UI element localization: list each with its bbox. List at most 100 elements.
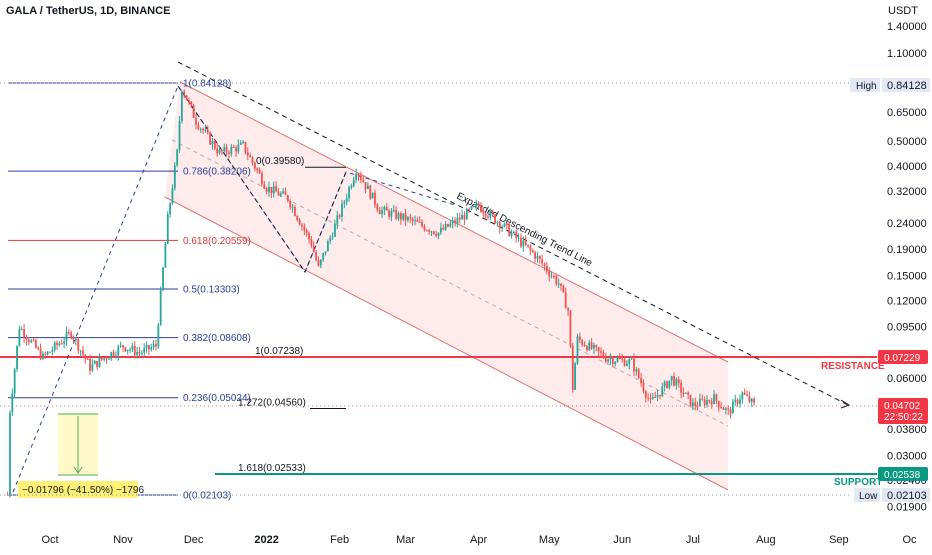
candle-body	[122, 345, 124, 348]
candle-body	[430, 231, 433, 233]
candle-body	[529, 246, 532, 251]
candle-body	[176, 149, 179, 166]
candle-body	[753, 398, 755, 403]
candle-body	[246, 152, 249, 156]
candle-body	[96, 360, 98, 367]
candle-body	[654, 397, 657, 399]
candle-body	[383, 207, 386, 211]
time-axis[interactable]: Oct Nov Dec 2022 Feb Mar Apr May Jun Jul Aug Sep Oc	[41, 534, 917, 546]
price-tick-label: 0.09500	[887, 322, 927, 334]
candle-body	[277, 191, 280, 196]
candle-body	[164, 243, 167, 268]
candle-body	[362, 179, 365, 183]
candle-body	[397, 213, 400, 219]
candle-body	[581, 340, 584, 345]
candle-body	[644, 391, 647, 398]
wave-path	[12, 84, 456, 493]
candle-body	[209, 132, 212, 145]
resistance-value-badge	[878, 350, 928, 364]
candle-body	[531, 250, 534, 253]
candle-body	[748, 395, 751, 402]
candle-body	[230, 146, 233, 154]
candle-body	[16, 345, 18, 370]
candle-body	[371, 192, 374, 199]
candle-body	[487, 216, 489, 218]
candle-body	[334, 223, 336, 237]
candle-body	[659, 394, 661, 397]
fib-extension-label: 1(0.07238)	[255, 346, 303, 357]
candle-body	[710, 401, 713, 405]
descending-channel-fill	[165, 82, 728, 490]
fib-level-label: 0.5(0.13303)	[183, 284, 240, 295]
candle-body	[447, 224, 449, 227]
candle-body	[720, 407, 723, 409]
candle-body	[350, 185, 353, 188]
candle-body	[423, 225, 426, 231]
candle-body	[60, 343, 63, 345]
candle-body	[576, 336, 579, 364]
candle-body	[687, 392, 690, 395]
candle-body	[407, 216, 409, 221]
candle-body	[381, 210, 383, 215]
candle-body	[571, 346, 574, 390]
candle-body	[56, 342, 58, 346]
candle-body	[557, 283, 560, 285]
candle-body	[724, 408, 727, 410]
candle-body	[131, 345, 134, 350]
candle-body	[454, 220, 456, 224]
candle-body	[633, 358, 635, 372]
candle-body	[713, 394, 715, 405]
candle-body	[322, 253, 325, 260]
candle-body	[602, 352, 605, 358]
candle-body	[583, 344, 586, 347]
candle-body	[694, 402, 697, 406]
candle-body	[58, 343, 61, 346]
candle-body	[489, 211, 492, 218]
price-axis[interactable]: 1.40000 1.10000 0.65000 0.50000 0.40000 0.320…	[0, 21, 927, 513]
candle-body	[520, 237, 522, 247]
time-tick-label: Nov	[113, 534, 133, 546]
candle-body	[253, 162, 256, 169]
support-label: SUPPORT	[834, 477, 882, 488]
candle-body	[562, 285, 565, 293]
candle-body	[388, 210, 390, 217]
candle-body	[110, 352, 113, 359]
candle-body	[595, 345, 598, 348]
candle-body	[143, 348, 146, 353]
candle-body	[89, 359, 91, 371]
candle-body	[105, 358, 108, 360]
candle-body	[611, 358, 614, 364]
support-value-badge	[878, 467, 928, 481]
fib-level-label: 0.618(0.20559)	[183, 236, 251, 247]
candle-body	[282, 191, 285, 194]
candle-body	[463, 214, 466, 220]
candle-body	[706, 400, 708, 405]
candle-body	[162, 267, 164, 291]
candle-body	[345, 198, 348, 203]
low-badge	[854, 488, 880, 502]
candle-body	[301, 224, 303, 227]
candle-body	[100, 357, 103, 360]
candle-body	[42, 353, 44, 359]
low-value: 0.02103	[887, 490, 927, 502]
candle-body	[670, 375, 673, 381]
candle-body	[494, 214, 496, 224]
candle-body	[449, 223, 452, 227]
candle-body	[628, 359, 631, 364]
candle-body	[548, 271, 551, 277]
candle-body	[442, 227, 445, 230]
candle-body	[129, 349, 131, 351]
candle-body	[418, 221, 421, 223]
candle-body	[574, 363, 577, 390]
candle-body	[367, 185, 369, 190]
candlestick-series[interactable]	[6, 89, 755, 498]
candle-body	[555, 276, 558, 284]
candle-body	[409, 216, 412, 219]
price-tick-label: 1.40000	[887, 21, 927, 33]
chart-title: GALA / TetherUS, 1D, BINANCE	[6, 5, 170, 17]
candle-body	[173, 165, 176, 189]
fib-retracement[interactable]: 1(0.84128) 0.786(0.38206) 0.618(0.20559) 0.…	[8, 79, 251, 502]
candle-body	[303, 226, 306, 231]
